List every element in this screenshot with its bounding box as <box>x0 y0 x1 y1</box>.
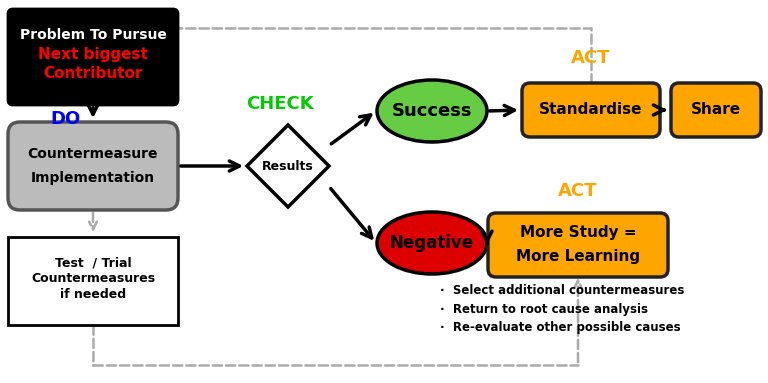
Text: CHECK: CHECK <box>247 95 314 113</box>
Text: Test  / Trial: Test / Trial <box>55 257 131 270</box>
Text: ACT: ACT <box>571 49 611 67</box>
Text: Share: Share <box>691 103 741 118</box>
Text: Negative: Negative <box>390 234 474 252</box>
Text: Implementation: Implementation <box>31 171 155 185</box>
FancyBboxPatch shape <box>8 122 178 210</box>
Text: More Study =: More Study = <box>520 226 637 241</box>
Text: Results: Results <box>262 159 314 172</box>
Text: DO: DO <box>50 110 80 128</box>
Text: Next biggest: Next biggest <box>38 47 148 62</box>
FancyBboxPatch shape <box>8 237 178 325</box>
Text: ·  Re-evaluate other possible causes: · Re-evaluate other possible causes <box>440 321 680 334</box>
Text: Standardise: Standardise <box>539 103 643 118</box>
Text: ACT: ACT <box>558 182 598 200</box>
FancyBboxPatch shape <box>522 83 660 137</box>
Text: Countermeasure: Countermeasure <box>28 147 158 161</box>
FancyBboxPatch shape <box>488 213 668 277</box>
Text: ·  Select additional countermeasures: · Select additional countermeasures <box>440 285 684 298</box>
FancyBboxPatch shape <box>8 9 178 105</box>
Text: Problem To Pursue: Problem To Pursue <box>19 28 167 42</box>
Polygon shape <box>247 125 329 207</box>
Text: ·  Return to root cause analysis: · Return to root cause analysis <box>440 303 648 316</box>
FancyBboxPatch shape <box>671 83 761 137</box>
Ellipse shape <box>377 80 487 142</box>
Text: Countermeasures: Countermeasures <box>31 272 155 285</box>
Text: Contributor: Contributor <box>43 65 143 80</box>
Text: Success: Success <box>392 102 472 120</box>
Ellipse shape <box>377 212 487 274</box>
Text: More Learning: More Learning <box>516 249 640 265</box>
Text: if needed: if needed <box>60 288 126 301</box>
